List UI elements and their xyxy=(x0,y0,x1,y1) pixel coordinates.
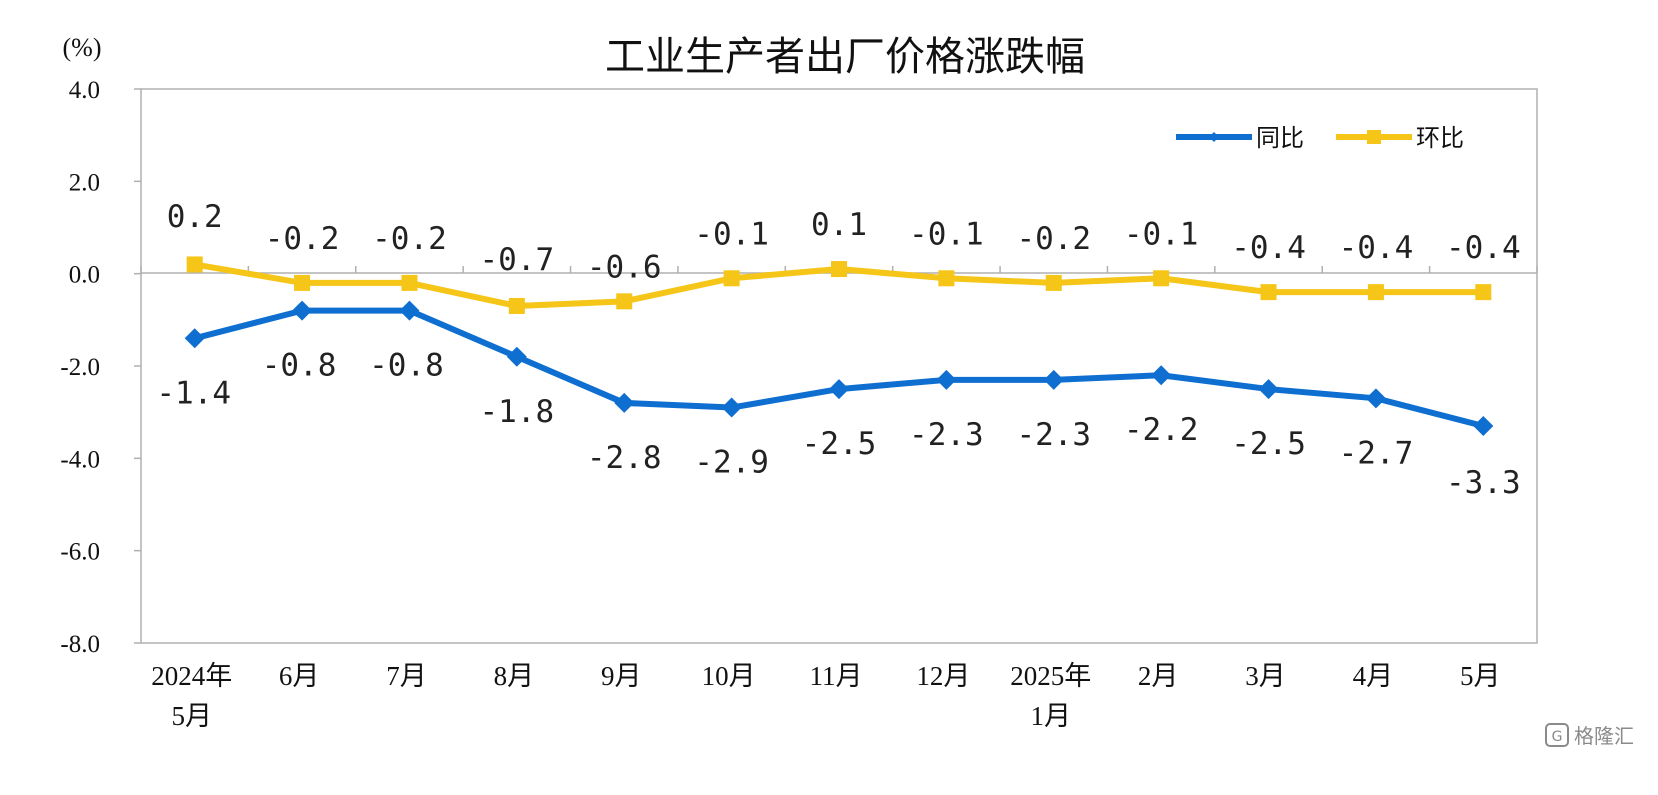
legend-label-mom: 环比 xyxy=(1416,124,1464,152)
watermark-logo-icon xyxy=(1545,723,1569,747)
data-label-yoy: -0.8 xyxy=(369,348,444,384)
data-label-mom: -0.4 xyxy=(1339,230,1414,266)
x-tick-label: 11月 xyxy=(810,661,863,691)
point-marker-yoy xyxy=(1473,416,1494,437)
x-axis: 2024年 5月 6月 7月 8月 9月 10月 11月 12月 2025年 1月 2月 3月 4月 5月 xyxy=(140,266,1538,731)
watermark-text: 格隆汇 xyxy=(1574,724,1634,748)
y-tick-label: -2.0 xyxy=(60,354,100,381)
data-label-yoy: -2.5 xyxy=(802,426,877,462)
plot-area xyxy=(140,88,1538,644)
point-marker-yoy xyxy=(1043,369,1064,390)
data-label-mom: -0.4 xyxy=(1231,230,1306,266)
point-marker-mom xyxy=(938,270,955,287)
legend-label-yoy: 同比 xyxy=(1256,124,1304,152)
data-label-yoy: -1.4 xyxy=(156,375,231,411)
point-marker-yoy xyxy=(614,392,635,413)
data-label-mom: -0.7 xyxy=(480,242,555,278)
x-tick-label: 6月 xyxy=(279,661,320,691)
data-label-yoy: -2.2 xyxy=(1124,412,1199,448)
point-marker-mom xyxy=(1260,284,1277,301)
data-label-yoy: -2.7 xyxy=(1339,435,1414,471)
point-marker-mom xyxy=(1045,274,1062,291)
point-marker-yoy xyxy=(936,369,957,390)
data-label-mom: -0.6 xyxy=(587,249,662,285)
y-tick-label: -8.0 xyxy=(60,631,100,658)
data-label-yoy: -2.3 xyxy=(1016,417,1091,453)
data-label-mom: -0.1 xyxy=(909,216,984,252)
y-tick-label: -4.0 xyxy=(60,446,100,473)
point-marker-yoy xyxy=(506,346,527,367)
x-tick-label: 5月 xyxy=(171,701,212,731)
chart-title: 工业生产者出厂价格涨跌幅 xyxy=(605,34,1085,80)
data-label-yoy: -2.8 xyxy=(587,440,662,476)
x-tick-label: 3月 xyxy=(1245,661,1286,691)
data-label-yoy: -2.3 xyxy=(909,417,984,453)
point-marker-mom xyxy=(1153,270,1170,287)
x-tick-label: 5月 xyxy=(1460,661,1501,691)
legend-marker-mom xyxy=(1367,130,1381,144)
data-label-yoy: -2.9 xyxy=(694,445,769,481)
point-marker-yoy xyxy=(184,328,205,349)
y-tick-label: 2.0 xyxy=(69,169,100,196)
watermark-logo-glyph: G xyxy=(1552,729,1563,745)
data-label-yoy: -1.8 xyxy=(480,394,555,430)
data-label-mom: 0.2 xyxy=(167,199,223,235)
point-marker-mom xyxy=(508,297,525,314)
data-label-mom: 0.1 xyxy=(811,207,867,243)
watermark: G 格隆汇 xyxy=(1545,723,1634,748)
data-label-mom: -0.1 xyxy=(694,216,769,252)
point-marker-mom xyxy=(186,256,203,273)
data-label-mom: -0.2 xyxy=(1016,221,1091,257)
legend: 同比 环比 xyxy=(1176,124,1464,152)
data-label-mom: -0.4 xyxy=(1446,230,1521,266)
data-label-yoy: -2.5 xyxy=(1231,426,1306,462)
x-tick-label: 8月 xyxy=(494,661,535,691)
y-tick-label: -6.0 xyxy=(60,539,100,566)
x-tick-label: 2025年 xyxy=(1010,661,1091,691)
x-tick-label: 9月 xyxy=(601,661,642,691)
point-marker-mom xyxy=(1367,284,1384,301)
y-tick-label: 4.0 xyxy=(69,77,100,104)
point-marker-yoy xyxy=(292,300,313,321)
data-label-mom: -0.2 xyxy=(372,221,447,257)
x-tick-label: 10月 xyxy=(702,661,756,691)
series-layer xyxy=(184,256,1494,437)
point-marker-yoy xyxy=(829,379,849,400)
point-marker-yoy xyxy=(399,300,420,321)
point-marker-mom xyxy=(1475,284,1492,301)
point-marker-mom xyxy=(401,274,418,291)
x-tick-label: 1月 xyxy=(1031,701,1072,731)
data-labels: -1.4 -0.8 -0.8 -1.8 -2.8 -2.9 -2.5 -2.3 -2.3 -2.2… xyxy=(156,199,1520,501)
x-tick-label: 2024年 xyxy=(151,661,232,691)
y-unit-label: (%) xyxy=(63,33,102,62)
data-label-mom: -0.2 xyxy=(265,221,340,257)
data-label-mom: -0.1 xyxy=(1124,216,1199,252)
point-marker-yoy xyxy=(1365,388,1386,409)
x-tick-label: 7月 xyxy=(386,661,427,691)
x-tick-label: 2月 xyxy=(1138,661,1179,691)
point-marker-mom xyxy=(294,274,311,291)
y-tick-label: 0.0 xyxy=(69,262,100,289)
point-marker-yoy xyxy=(721,397,742,418)
point-marker-mom xyxy=(723,270,740,287)
point-marker-yoy xyxy=(1151,365,1172,386)
data-label-yoy: -3.3 xyxy=(1446,465,1521,501)
legend-marker-yoy xyxy=(1209,132,1219,142)
data-label-yoy: -0.8 xyxy=(262,348,337,384)
x-tick-label: 4月 xyxy=(1353,661,1394,691)
point-marker-yoy xyxy=(1258,379,1279,400)
x-tick-label: 12月 xyxy=(916,661,970,691)
y-axis: 4.0 2.0 0.0 -2.0 -4.0 -6.0 -8.0 xyxy=(60,77,141,658)
point-marker-mom xyxy=(831,261,847,278)
point-marker-mom xyxy=(616,293,633,310)
